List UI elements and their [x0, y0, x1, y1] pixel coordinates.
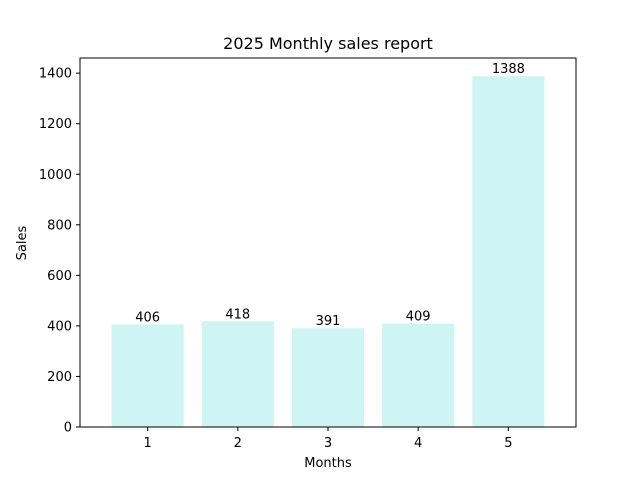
- y-axis: 0 200 400 600 800 1000 1200 1400: [39, 67, 80, 436]
- y-axis-label: Sales: [15, 225, 30, 260]
- chart-title: 2025 Monthly sales report: [223, 34, 433, 53]
- y-tick-label-1000: 1000: [39, 168, 72, 183]
- plot-frame: [79, 57, 577, 428]
- x-tick-label-5: 5: [504, 436, 512, 451]
- bars-layer: [111, 76, 545, 427]
- y-tick-label-1400: 1400: [39, 67, 72, 82]
- y-tick-label-200: 200: [47, 370, 72, 385]
- data-labels-layer: 406 418 391 409 1388: [135, 62, 525, 329]
- y-tick-label-1200: 1200: [39, 117, 72, 132]
- y-tick-label-400: 400: [47, 319, 72, 334]
- data-label-4: 409: [406, 310, 431, 325]
- bar-3: [291, 328, 365, 427]
- y-tick-label-800: 800: [47, 218, 72, 233]
- data-label-3: 391: [316, 314, 341, 329]
- x-axis-label: Months: [304, 456, 352, 471]
- y-tick-label-0: 0: [64, 421, 72, 436]
- x-tick-label-3: 3: [324, 436, 332, 451]
- bar-1: [111, 324, 184, 427]
- y-tick-label-600: 600: [47, 269, 72, 284]
- data-label-5: 1388: [492, 62, 525, 77]
- bar-5: [472, 76, 545, 427]
- bar-2: [201, 321, 274, 427]
- bar-4: [382, 323, 455, 427]
- data-label-1: 406: [135, 310, 160, 325]
- x-tick-label-4: 4: [414, 436, 422, 451]
- x-axis: 1 2 3 4 5: [143, 427, 513, 451]
- x-tick-label-1: 1: [143, 436, 151, 451]
- data-label-2: 418: [225, 307, 250, 322]
- x-tick-label-2: 2: [234, 436, 242, 451]
